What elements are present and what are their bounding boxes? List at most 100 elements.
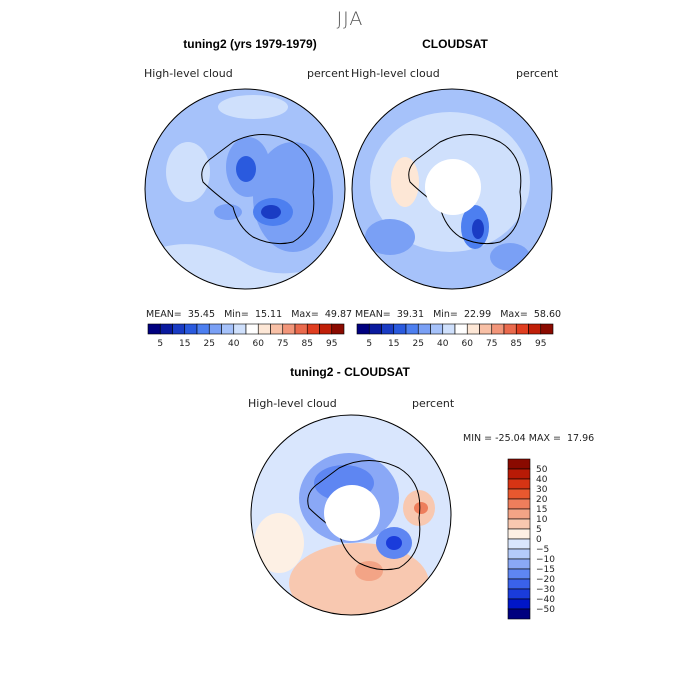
panel1-colorbar-tick-label: 40 <box>228 339 240 349</box>
panel3-colorbar-tick-label: −20 <box>536 575 555 585</box>
panel1-colorbar-swatch <box>319 323 333 335</box>
panel2-data-hole <box>425 159 481 215</box>
panel2-colorbar-tick-label: 95 <box>535 339 546 349</box>
panel3-colorbar-tick-label: 5 <box>536 525 542 535</box>
panel3-colorbar-tick-label: −5 <box>536 545 549 555</box>
panel3-colorbar-tick-label: 0 <box>536 535 542 545</box>
panel1-colorbar-swatch <box>196 323 210 335</box>
panel2-colorbar-swatch <box>442 323 456 335</box>
panel2-variable: High-level cloud <box>351 67 440 80</box>
panel3-colorbar-swatch <box>507 508 531 520</box>
panel3-colorbar-tick-label: −50 <box>536 605 555 615</box>
panel3-colorbar-swatch <box>507 558 531 570</box>
panel1-coastline <box>201 134 315 245</box>
panel3-variable: High-level cloud <box>248 397 337 410</box>
panel1-field-west <box>166 142 210 202</box>
panel2-min: 22.99 <box>463 309 492 320</box>
panel1-units: percent <box>307 67 350 80</box>
panel1-colorbar-tick-label: 15 <box>179 339 190 349</box>
panel1-mean-label: MEAN= <box>146 309 182 320</box>
panel2-colorbar-tick-label: 15 <box>388 339 399 349</box>
panel2-colorbar-swatch <box>503 323 517 335</box>
panel3-colorbar-swatch <box>507 468 531 480</box>
panel3-colorbar-tick-label: 50 <box>536 465 548 475</box>
panel1-colorbar-tick-label: 60 <box>253 339 265 349</box>
panel2-colorbar-swatch <box>528 323 542 335</box>
panel3-field-warm1 <box>289 543 429 615</box>
panel3-field-warm1-core <box>355 561 383 581</box>
panel1-field-core2 <box>261 205 281 219</box>
panel1-colorbar-swatch <box>184 323 198 335</box>
panel2-stats: MEAN= 39.31 Min= 22.99 Max= 58.60 <box>355 309 561 320</box>
panel1-colorbar-swatch <box>331 323 345 335</box>
panel1-mean: 35.45 <box>187 309 216 320</box>
panel3-title: tuning2 - CLOUDSAT <box>290 365 410 379</box>
panel3-colorbar-swatch <box>507 478 531 490</box>
panel3-colorbar-swatch <box>507 518 531 530</box>
panel3-colorbar-tick-label: 10 <box>536 515 548 525</box>
panel1-colorbar-swatch <box>221 323 235 335</box>
panel1-colorbar-tick-label: 25 <box>204 339 215 349</box>
panel1-colorbar: 5 15 25 40 60 75 85 95 <box>147 323 345 349</box>
panel3-colorbar-tick-label: 30 <box>536 485 548 495</box>
panel3-map <box>250 414 452 616</box>
panel2-field-core1 <box>472 219 484 239</box>
panel3-colorbar-swatch <box>507 498 531 510</box>
panel1-colorbar-tick-label: 95 <box>326 339 337 349</box>
panel3-colorbar-swatch <box>507 488 531 500</box>
panel3-colorbar-tick-label: 40 <box>536 475 548 485</box>
panel2-colorbar-swatch <box>466 323 480 335</box>
panel3-colorbar-swatch <box>507 458 531 470</box>
panel1-field-core1 <box>236 156 256 182</box>
panel2-coastline <box>408 134 522 245</box>
panel2-colorbar-swatch <box>540 323 554 335</box>
panel2-colorbar-tick-label: 60 <box>462 339 474 349</box>
panel1-stats: MEAN= 35.45 Min= 15.11 Max= 49.87 <box>146 309 352 320</box>
panel2-colorbar-swatch <box>381 323 395 335</box>
panel3-colorbar-tick-label: 15 <box>536 505 547 515</box>
panel1-field-north <box>218 95 288 119</box>
panel2-colorbar-swatch <box>454 323 468 335</box>
panel1-field-c3 <box>214 204 242 220</box>
panel1-colorbar-swatch <box>147 323 161 335</box>
panel1-colorbar-swatch <box>282 323 296 335</box>
panel1-colorbar-swatch <box>208 323 222 335</box>
panel2-colorbar-swatch <box>515 323 529 335</box>
panel2-colorbar-swatch <box>479 323 493 335</box>
panel2-colorbar-swatch <box>491 323 505 335</box>
panel2-field-c2 <box>490 243 530 271</box>
panel3-units: percent <box>412 397 455 410</box>
panel2-colorbar-swatch <box>417 323 431 335</box>
panel1-colorbar-swatch <box>159 323 173 335</box>
panel3-colorbar-tick-label: −10 <box>536 555 555 565</box>
panel2-colorbar-swatch <box>430 323 444 335</box>
panel2-colorbar-tick-label: 40 <box>437 339 449 349</box>
panel1-min-label: Min= <box>224 309 249 320</box>
panel2-colorbar-tick-label: 75 <box>486 339 497 349</box>
panel2-colorbar-swatch <box>356 323 370 335</box>
panel3-colorbar-swatch <box>507 548 531 560</box>
panel2-max: 58.60 <box>533 309 562 320</box>
panel1-colorbar-tick-label: 5 <box>157 339 163 349</box>
panel2-colorbar-swatch <box>368 323 382 335</box>
panel2-field-warm <box>391 157 419 207</box>
panel3-colorbar-tick-label: −40 <box>536 595 555 605</box>
panel1-colorbar-swatch <box>172 323 186 335</box>
panel2-field-c3 <box>365 219 415 255</box>
panel2-colorbar-tick-label: 5 <box>366 339 372 349</box>
panel3-data-hole <box>324 485 380 541</box>
panel1-max: 49.87 <box>324 309 353 320</box>
panel2-colorbar-swatch <box>405 323 419 335</box>
panel1-min: 15.11 <box>254 309 283 320</box>
panel3-field-warm2 <box>254 513 304 573</box>
panel3-colorbar-swatch <box>507 598 531 610</box>
panel1-boundary <box>144 88 346 290</box>
panel3-colorbar-tick-label: −15 <box>536 565 555 575</box>
panel3-boundary <box>250 414 452 616</box>
panel1-colorbar-tick-label: 75 <box>277 339 288 349</box>
panel3-minmax: MIN = -25.04 MAX = 17.96 <box>463 433 595 444</box>
panel3-field-core2 <box>386 536 402 550</box>
panel2-mean: 39.31 <box>396 309 425 320</box>
panel1-colorbar-swatch <box>270 323 284 335</box>
